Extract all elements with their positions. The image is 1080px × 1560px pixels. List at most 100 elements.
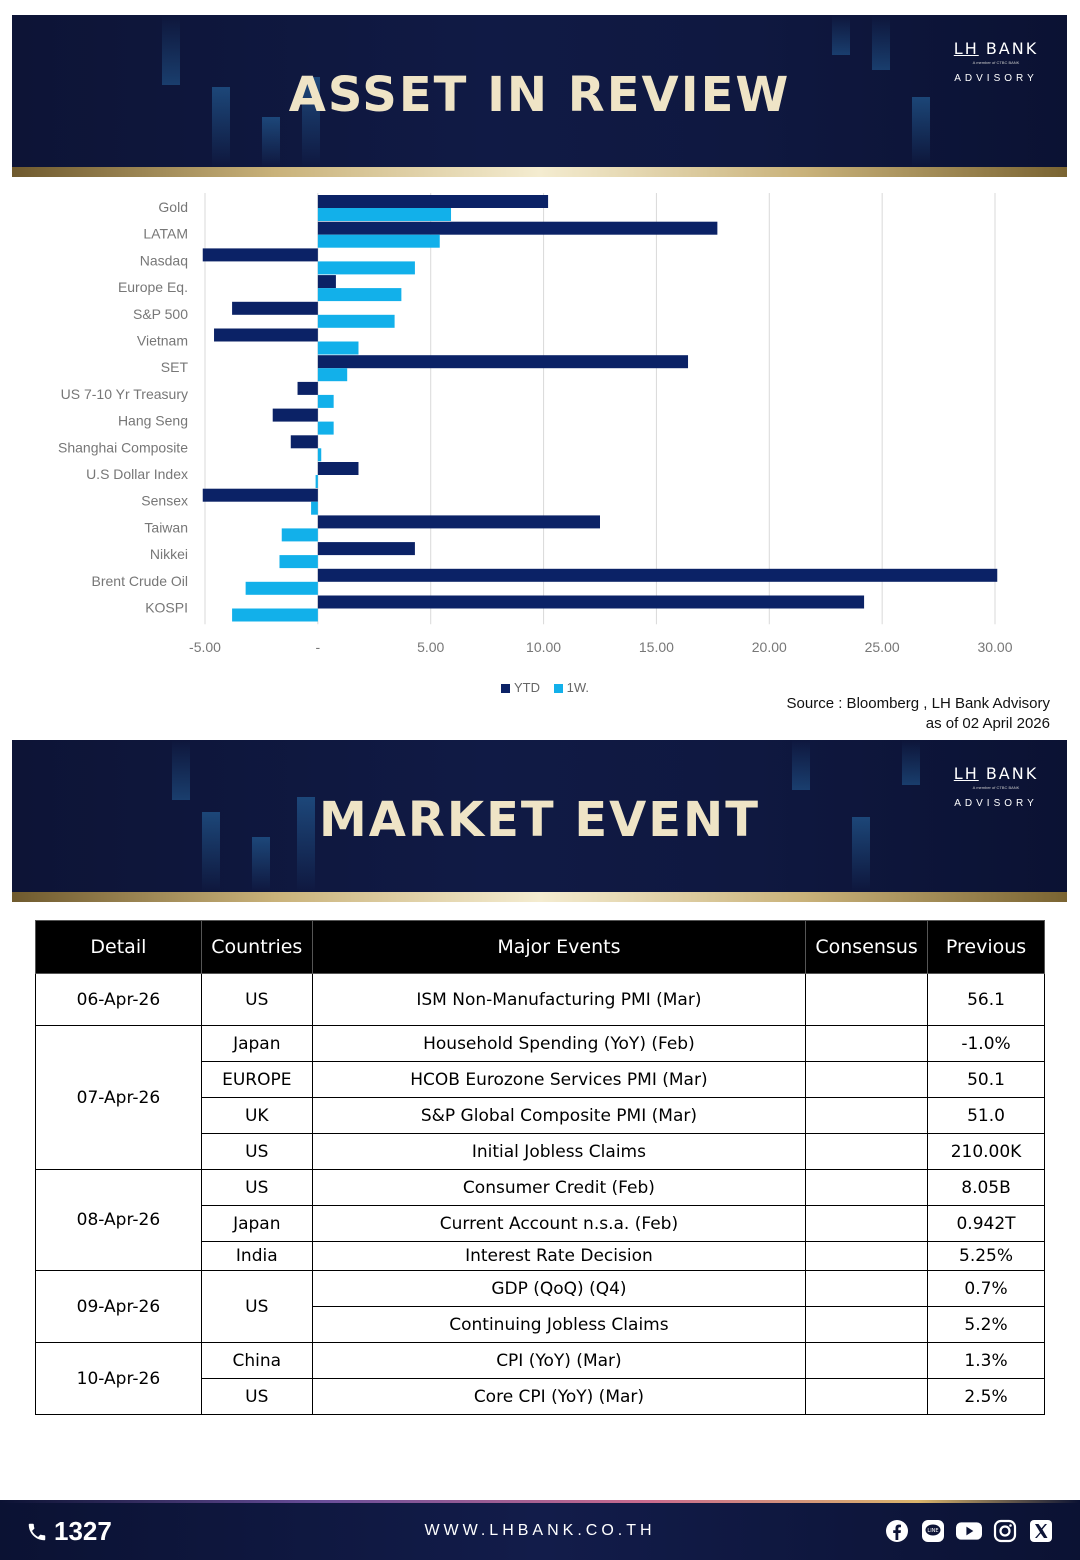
lh-bank-advisory-logo: LH BANK A member of CTBC BANK ADVISORY [953, 764, 1039, 809]
event-cell: Household Spending (YoY) (Feb) [311, 1025, 807, 1062]
category-label: Vietnam [137, 333, 188, 349]
bar-ytd [317, 195, 549, 208]
lh-bank-advisory-logo: LH BANK A member of CTBC BANK ADVISORY [953, 39, 1039, 84]
table-header-row: Detail Countries Major Events Consensus … [35, 920, 1045, 974]
bar-1w [317, 314, 395, 328]
event-cell: HCOB Eurozone Services PMI (Mar) [311, 1061, 807, 1098]
social-links: LINE [884, 1518, 1054, 1544]
category-label: Shanghai Composite [58, 439, 188, 455]
bar-1w [317, 394, 334, 408]
bar-ytd [202, 488, 318, 502]
website-link[interactable]: WWW.LHBANK.CO.TH [424, 1522, 656, 1539]
category-label: LATAM [143, 226, 188, 242]
consensus-cell [805, 1097, 929, 1134]
table-row: 09-Apr-26 US GDP (QoQ) (Q4) 0.7% [35, 1270, 1045, 1343]
bar-1w [317, 208, 452, 221]
header-detail: Detail [35, 920, 202, 974]
date-cell: 06-Apr-26 [35, 973, 202, 1026]
youtube-icon[interactable] [956, 1518, 982, 1544]
x-tick-label: 30.00 [977, 639, 1012, 655]
table-row: India Interest Rate Decision 5.25% [36, 1241, 1045, 1271]
x-tick-label: 5.00 [417, 639, 444, 655]
bar-ytd [317, 568, 998, 582]
consensus-cell [805, 1342, 929, 1379]
phone-number[interactable]: 1327 [26, 1516, 112, 1547]
x-tick-label: 25.00 [865, 639, 900, 655]
x-tick-label: -5.00 [189, 639, 221, 655]
section-title: MARKET EVENT [319, 792, 760, 848]
country-cell: US [200, 1133, 313, 1170]
table-row: Continuing Jobless Claims 5.2% [36, 1306, 1045, 1343]
previous-cell: 5.2% [927, 1306, 1045, 1343]
x-icon[interactable] [1028, 1518, 1054, 1544]
table-row: US Initial Jobless Claims 210.00K [36, 1133, 1045, 1170]
previous-cell: 8.05B [927, 1169, 1045, 1206]
x-tick-label: 10.00 [526, 639, 561, 655]
country-cell: US [200, 1270, 313, 1343]
table-row: 07-Apr-26 Japan Household Spending (YoY)… [35, 1025, 1045, 1170]
consensus-cell [805, 1378, 929, 1415]
country-cell: UK [200, 1097, 313, 1134]
facebook-icon[interactable] [884, 1518, 910, 1544]
bar-ytd [272, 408, 318, 422]
header-previous: Previous [927, 920, 1045, 974]
event-cell: Core CPI (YoY) (Mar) [311, 1378, 807, 1415]
previous-cell: 0.7% [927, 1270, 1045, 1307]
event-cell: Continuing Jobless Claims [311, 1306, 807, 1343]
table-row: 08-Apr-26 US Consumer Credit (Feb) 8.05B [35, 1169, 1045, 1271]
gold-divider [12, 892, 1067, 902]
bar-1w [311, 501, 318, 515]
legend-ytd: YTD [513, 680, 540, 695]
svg-text:LINE: LINE [927, 1528, 938, 1534]
market-event-banner: MARKET EVENT LH BANK A member of CTBC BA… [12, 740, 1067, 902]
previous-cell: 2.5% [927, 1378, 1045, 1415]
category-label: Hang Seng [118, 413, 188, 429]
category-label: Nikkei [150, 546, 188, 562]
previous-cell: 1.3% [927, 1342, 1045, 1379]
country-cell: US [200, 1169, 313, 1206]
consensus-cell [805, 1270, 929, 1307]
category-label: KOSPI [145, 600, 188, 616]
previous-cell: 5.25% [927, 1241, 1045, 1271]
bar-ytd [202, 248, 318, 262]
category-label: S&P 500 [133, 306, 188, 322]
event-cell: ISM Non-Manufacturing PMI (Mar) [311, 973, 807, 1026]
previous-cell: 56.1 [927, 973, 1045, 1026]
bar-ytd [317, 221, 718, 235]
country-cell: EUROPE [200, 1061, 313, 1098]
header-consensus: Consensus [805, 920, 929, 974]
consensus-cell [805, 1061, 929, 1098]
bar-1w [317, 261, 415, 275]
bar-ytd [317, 462, 359, 475]
bar-1w [232, 608, 318, 622]
consensus-cell [805, 1306, 929, 1343]
previous-cell: 51.0 [927, 1097, 1045, 1134]
bar-1w [317, 234, 440, 248]
bar-ytd [290, 435, 318, 449]
category-label: US 7-10 Yr Treasury [61, 386, 188, 402]
gold-divider [12, 167, 1067, 177]
instagram-icon[interactable] [992, 1518, 1018, 1544]
bar-1w [315, 475, 318, 488]
x-tick-label: 15.00 [639, 639, 674, 655]
footer-bar: 1327 WWW.LHBANK.CO.TH LINE [0, 1500, 1080, 1560]
country-cell: India [200, 1241, 313, 1271]
event-cell: S&P Global Composite PMI (Mar) [311, 1097, 807, 1134]
bar-ytd [317, 275, 336, 289]
category-label: U.S Dollar Index [86, 466, 188, 482]
consensus-cell [805, 1025, 929, 1062]
asset-performance-chart: -5.00-5.00 10.00 15.00 20.00 25.00 30.00GoldL… [58, 193, 1013, 655]
source-note: Source : Bloomberg , LH Bank Advisory as… [786, 695, 1050, 732]
consensus-cell [805, 1205, 929, 1242]
bar-ytd [232, 301, 318, 315]
phone-icon [28, 1523, 46, 1541]
bar-1w [317, 288, 402, 302]
asset-in-review-banner: ASSET IN REVIEW LH BANK A member of CTBC… [12, 15, 1067, 177]
event-cell: GDP (QoQ) (Q4) [311, 1270, 807, 1307]
header-major-events: Major Events [311, 920, 807, 974]
category-label: Europe Eq. [118, 279, 188, 295]
bar-ytd [317, 355, 689, 369]
table-row: 10-Apr-26 China CPI (YoY) (Mar) 1.3% [35, 1342, 1045, 1415]
line-icon[interactable]: LINE [920, 1518, 946, 1544]
table-row: Japan Current Account n.s.a. (Feb) 0.942… [36, 1205, 1045, 1242]
